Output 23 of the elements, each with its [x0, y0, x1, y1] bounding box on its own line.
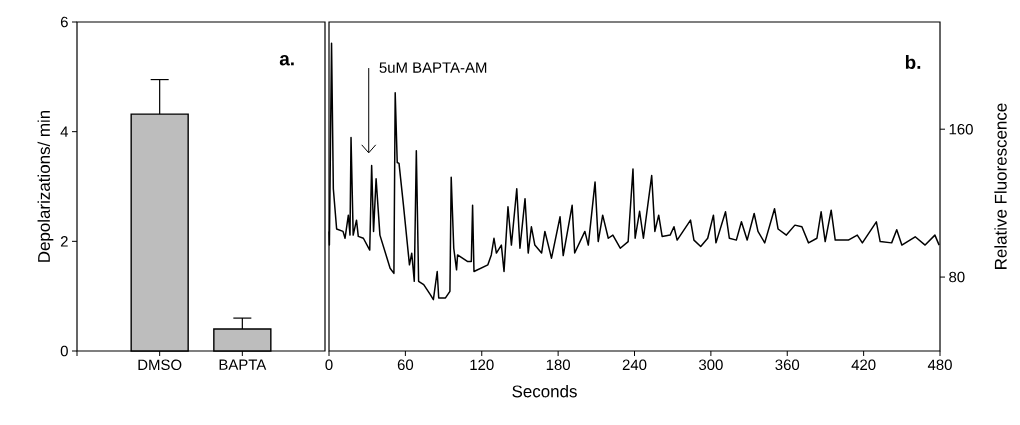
x-axis-title: Seconds	[512, 384, 577, 398]
x-tick-label: 300	[698, 359, 723, 371]
x-tick-label: 480	[927, 359, 952, 371]
x-tick-label: 180	[546, 359, 570, 371]
annotation: 5uM BAPTA-AM	[379, 62, 487, 73]
x-tick-label: 0	[325, 359, 333, 371]
x-tick-label: 60	[397, 359, 414, 371]
y-tick-label: 160	[949, 123, 973, 135]
y-axis-title: Relative Fluorescence	[994, 103, 1007, 269]
y-tick-label: 4	[60, 126, 69, 137]
annotation: a.	[279, 55, 294, 66]
x-tick-label: DMSO	[138, 359, 182, 371]
y-tick-label: 6	[60, 16, 68, 28]
y-tick-label: 80	[949, 271, 965, 283]
x-tick-label: 420	[851, 359, 876, 371]
annotation: b.	[905, 55, 921, 69]
x-tick-label: 240	[622, 359, 647, 371]
y-tick-label: 2	[60, 236, 68, 247]
y-axis-title: Depolarizations/ min	[37, 110, 54, 262]
x-tick-label: 360	[775, 359, 800, 371]
x-tick-label: 120	[470, 359, 494, 371]
y-tick-label: 0	[60, 345, 68, 357]
x-tick-label: BAPTA	[219, 359, 267, 370]
